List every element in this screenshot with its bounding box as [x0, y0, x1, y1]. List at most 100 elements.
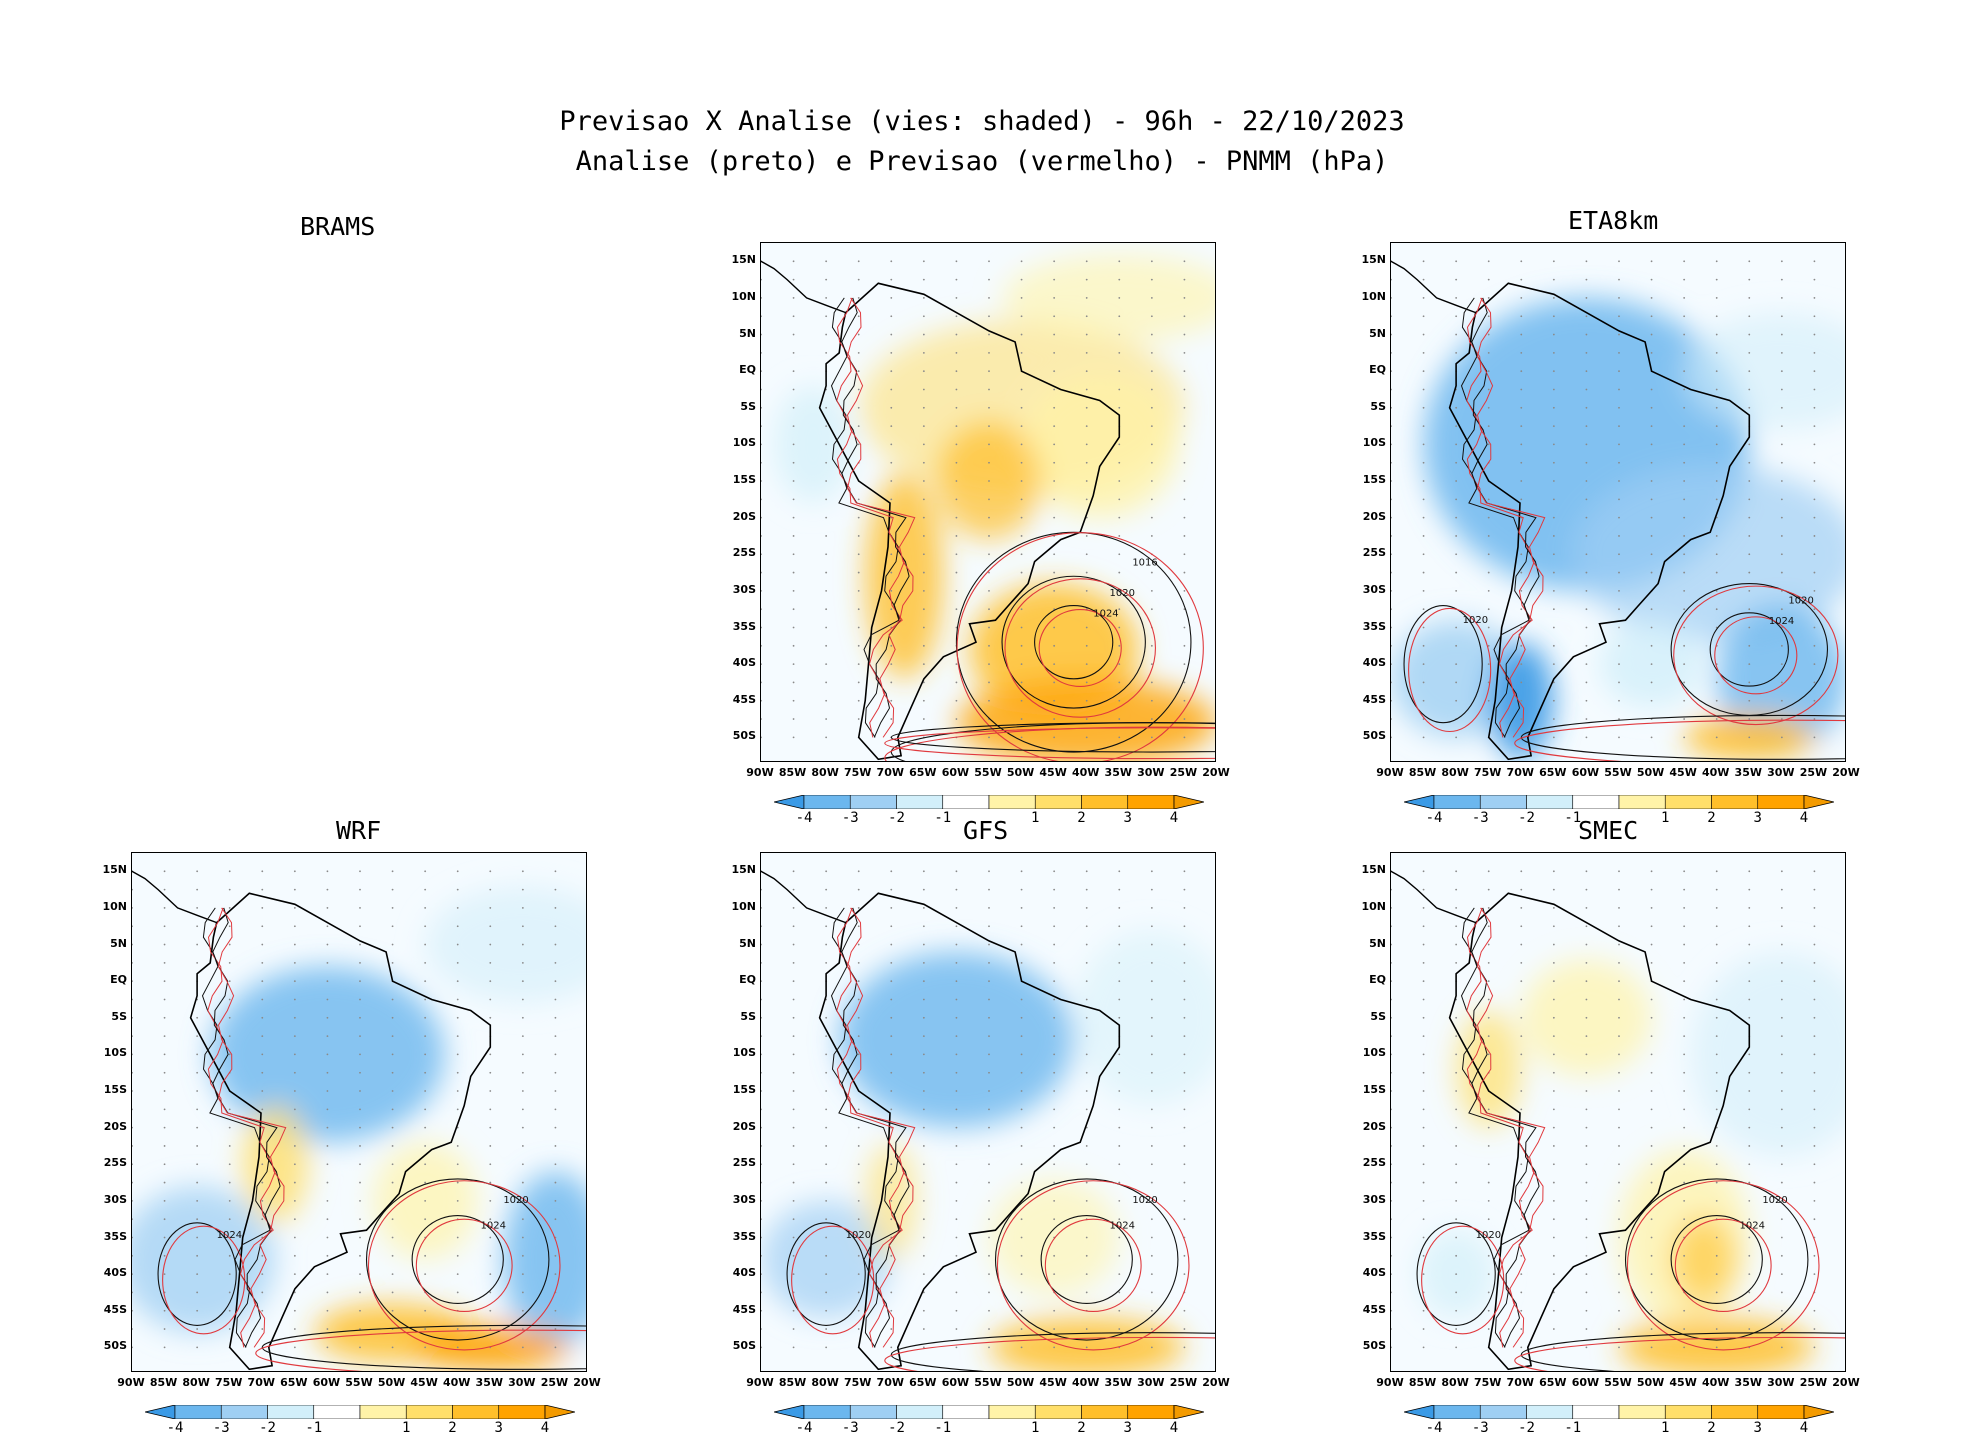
lon-tick-label: 70W	[876, 766, 904, 779]
lat-tick-label: EQ	[739, 363, 756, 377]
isobar-label: 1016	[1132, 557, 1157, 568]
colorbar-tick-label: -3	[1471, 1420, 1489, 1436]
isobar-label: 1024	[481, 1221, 506, 1232]
lat-tick-label: 50S	[103, 1339, 127, 1353]
lon-tick-label: 40W	[1701, 1376, 1730, 1389]
isobar-label: 1020	[1463, 615, 1488, 626]
isobar-forecast	[1514, 1336, 1845, 1371]
colorbar	[774, 795, 1204, 809]
isobar-forecast	[1408, 607, 1492, 733]
isobar-forecast	[1044, 1218, 1142, 1313]
isobar-label: 1020	[503, 1195, 528, 1206]
lat-tick-label: 5N	[110, 936, 127, 950]
lat-tick-label: 10N	[731, 289, 756, 303]
lat-tick-label: 15N	[1361, 863, 1386, 877]
lon-tick-label: 65W	[280, 1376, 308, 1389]
colorbar-tick-label: 2	[1707, 1420, 1716, 1436]
lat-tick-label: 15N	[731, 253, 756, 267]
lon-tick-label: 90W	[1376, 766, 1404, 779]
lat-tick-label: 25S	[732, 546, 756, 560]
lon-tick-label: 55W	[345, 1376, 373, 1389]
colorbar-tick-label: -4	[166, 1420, 184, 1436]
lat-tick-label: 10N	[1361, 289, 1386, 303]
colorbar-tick-label: -1	[305, 1420, 323, 1436]
colorbar	[1404, 795, 1834, 809]
lat-tick-label: 45S	[732, 692, 756, 706]
bias-shade	[1021, 371, 1178, 518]
colorbar	[1404, 1405, 1834, 1419]
lon-tick-label: 25W	[1169, 766, 1198, 779]
coastline-south-america	[1448, 892, 1751, 1371]
lon-tick-label: 25W	[1799, 1376, 1828, 1389]
colorbar-tick-label: -2	[888, 810, 905, 826]
isobar-label: 1020	[1476, 1230, 1501, 1241]
colorbar-tick-label: -4	[795, 810, 813, 826]
colorbar-tick-label: -3	[1471, 810, 1489, 826]
bias-shade	[839, 951, 1074, 1128]
lat-tick-label: 45S	[103, 1302, 127, 1316]
coastline-south-america	[1448, 282, 1751, 761]
map-panel-smec: 1024102010201012	[1390, 852, 1846, 1372]
figure-title: Previsao X Analise (vies: shaded) - 96h …	[559, 106, 1405, 137]
isobar-analysis	[1624, 1178, 1809, 1341]
lon-tick-label: 85W	[778, 766, 807, 779]
lon-tick-label: 40W	[1701, 766, 1730, 779]
lat-tick-label: 40S	[1362, 1266, 1386, 1280]
isobar-forecast	[996, 1180, 1190, 1351]
colorbar-tick-label: 4	[1799, 1420, 1809, 1436]
lat-tick-label: 30S	[1362, 1192, 1386, 1206]
lon-tick-label: 90W	[117, 1376, 145, 1389]
map-panel-eta8km: 1020102410201016	[1390, 242, 1846, 762]
bias-shade	[242, 1105, 308, 1223]
lat-tick-label: 35S	[1362, 619, 1386, 633]
lat-tick-label: 5S	[1370, 1009, 1386, 1023]
colorbar-tick-label: -2	[259, 1420, 276, 1436]
colorbar-tick-label: 3	[494, 1420, 503, 1436]
lon-tick-label: 75W	[214, 1376, 243, 1389]
isobar-analysis	[890, 1332, 1215, 1371]
colorbar-tick-label: -1	[1564, 810, 1582, 826]
colorbar-tick-label: -1	[934, 1420, 952, 1436]
lon-tick-label: 90W	[746, 1376, 774, 1389]
panel-label-wrf: WRF	[336, 816, 382, 845]
lon-tick-label: 85W	[149, 1376, 178, 1389]
colorbar-tick-label: -1	[934, 810, 952, 826]
colorbar-tick-label: -4	[1425, 810, 1443, 826]
lon-tick-label: 40W	[442, 1376, 471, 1389]
figure-subtitle: Analise (preto) e Previsao (vermelho) - …	[575, 146, 1389, 177]
lon-tick-label: 60W	[1571, 766, 1600, 779]
map-svg-smec: 1024102010201012	[1391, 853, 1845, 1371]
lat-tick-label: 5S	[111, 1009, 127, 1023]
colorbar-tick-label: 1	[1031, 1420, 1040, 1436]
lon-tick-label: 80W	[182, 1376, 210, 1389]
isobar-label: 1024	[1740, 1221, 1765, 1232]
lon-tick-label: 85W	[1408, 1376, 1437, 1389]
panel-label-brams: BRAMS	[300, 212, 376, 241]
colorbar-tick-label: -2	[1518, 810, 1535, 826]
lon-tick-label: 85W	[1408, 766, 1437, 779]
colorbar-tick-label: -1	[1564, 1420, 1582, 1436]
isobar-label: 1024	[1093, 609, 1118, 620]
panel-label-eta8km: ETA8km	[1568, 206, 1659, 235]
lon-tick-label: 70W	[876, 1376, 904, 1389]
isobar-analysis	[890, 722, 1215, 753]
isobar-analysis	[994, 1178, 1179, 1341]
lat-tick-label: 25S	[732, 1156, 756, 1170]
lat-tick-label: 40S	[732, 1266, 756, 1280]
map-svg-eta8km: 1020102410201016	[1391, 243, 1845, 761]
colorbar-tick-label: 2	[1077, 1420, 1086, 1436]
lon-tick-label: 70W	[1506, 766, 1534, 779]
bias-shade	[503, 1171, 586, 1348]
lat-tick-label: 5S	[1370, 399, 1386, 413]
isobar-analysis	[1709, 612, 1789, 687]
bias-shade	[865, 473, 944, 679]
isobar-forecast	[367, 1180, 561, 1351]
lon-tick-label: 20W	[1832, 1376, 1860, 1389]
lon-tick-label: 30W	[1137, 1376, 1165, 1389]
isobar-analysis	[1520, 714, 1845, 760]
map-svg-brams: 10241020101610121008	[761, 243, 1215, 761]
bias-shade	[1690, 951, 1845, 1157]
bias-shade	[989, 1318, 1185, 1371]
lat-tick-label: 10N	[102, 899, 127, 913]
lat-tick-label: 20S	[1362, 1119, 1386, 1133]
